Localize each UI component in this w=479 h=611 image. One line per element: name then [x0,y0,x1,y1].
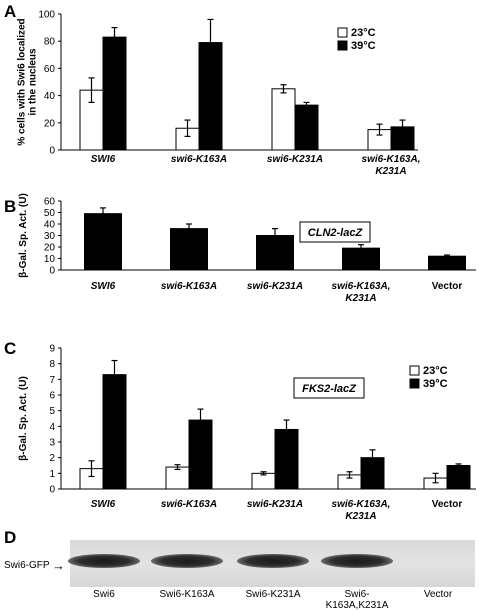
legend-swatch [409,365,420,376]
category-label: swi6-K163A, [332,499,391,510]
y-tick-label: 0 [49,146,55,157]
bar [84,213,122,271]
panel-letter-a: A [4,2,16,21]
reporter-box [299,221,371,243]
y-tick-label: 1 [49,469,55,480]
bar [294,104,319,151]
y-tick-label: 0 [49,485,55,496]
y-tick-label: 9 [49,344,55,355]
category-label: SWI6 [91,499,116,510]
y-tick-label: 7 [49,375,55,386]
blot-lane-label: Vector [424,589,453,600]
legend-label: 23°C [351,27,376,39]
blot-band [321,554,393,568]
y-tick-label: 0 [49,266,55,277]
category-label: swi6-K163A, [332,281,391,292]
y-tick-label: 3 [49,438,55,449]
y-tick-label: 5 [49,406,55,417]
reporter-label: CLN2-lacZ [308,227,364,239]
chart-c: 0 1 2 3 4 5 6 7 8 9 β-Gal. Sp. Act. (U) SWI6 swi6-K1… [18,344,476,522]
y-axis-label: % cells with Swi6 localized [17,18,28,145]
y-tick-label: 80 [44,37,56,48]
panel-letter-c: C [4,339,16,358]
category-label: swi6-K231A [247,281,303,292]
category-label: swi6-K163A [171,154,227,165]
blot-arrow-icon: → [52,558,65,573]
y-axis-label: β-Gal. Sp. Act. (U) [18,193,29,278]
category-label: K231A [345,293,376,304]
bar [428,255,466,271]
category-label: swi6-K231A [247,499,303,510]
category-label: swi6-K163A [161,281,217,292]
blot-lane-label: K163A,K231A [326,600,389,611]
category-label: K231A [345,511,376,522]
blot-band [151,554,223,568]
y-tick-label: 30 [44,231,56,242]
y-axis-label: β-Gal. Sp. Act. (U) [18,376,29,461]
legend-label: 39°C [423,378,448,390]
y-tick-label: 6 [49,391,55,402]
category-label: SWI6 [91,281,116,292]
panel-letter-d: D [4,528,16,547]
blot-lane-label: Swi6 [93,589,115,600]
y-tick-label: 2 [49,453,55,464]
blot-lane-label: Swi6-K231A [245,589,300,600]
chart-a: 0 20 40 60 80 100 % cells with Swi6 localized i… [17,10,421,178]
category-label: swi6-K163A, [362,154,421,165]
category-label: SWI6 [91,154,116,165]
y-tick-label: 20 [44,243,56,254]
bar [102,374,127,490]
category-label: swi6-K163A [161,499,217,510]
bar [165,466,190,490]
bar [271,88,296,151]
blot-row-label: Swi6-GFP [4,560,50,571]
panel-letter-b: B [4,197,16,216]
legend-swatch [337,27,348,38]
blot-band [68,554,140,568]
reporter-box [293,377,365,399]
blot-lane-label: Swi6- [344,589,369,600]
western-blot: Swi6-GFP → Swi6 Swi6-K163A Swi6-K231A Swi6-… [4,540,475,611]
category-label: Vector [432,281,463,292]
reporter-label: FKS2-lacZ [302,383,357,395]
y-tick-label: 100 [38,10,55,21]
y-tick-label: 10 [44,254,56,265]
blot-band [237,554,309,568]
legend-label: 23°C [423,365,448,377]
y-tick-label: 60 [44,197,56,208]
bar [102,36,127,151]
y-tick-label: 8 [49,359,55,370]
y-tick-label: 60 [44,64,56,75]
bar [446,465,471,490]
bar [251,472,276,490]
y-tick-label: 4 [49,422,55,433]
legend-label: 39°C [351,40,376,52]
y-axis-label: in the nucleus [28,48,39,116]
category-label: Vector [432,499,463,510]
blot-lane-label: Swi6-K163A [159,589,214,600]
legend-swatch [409,378,420,389]
y-tick-label: 40 [44,220,56,231]
category-label: K231A [375,166,406,177]
legend-swatch [337,40,348,51]
bar [170,228,208,271]
y-tick-label: 50 [44,208,56,219]
y-tick-label: 40 [44,91,56,102]
category-label: swi6-K231A [267,154,323,165]
y-tick-label: 20 [44,118,56,129]
